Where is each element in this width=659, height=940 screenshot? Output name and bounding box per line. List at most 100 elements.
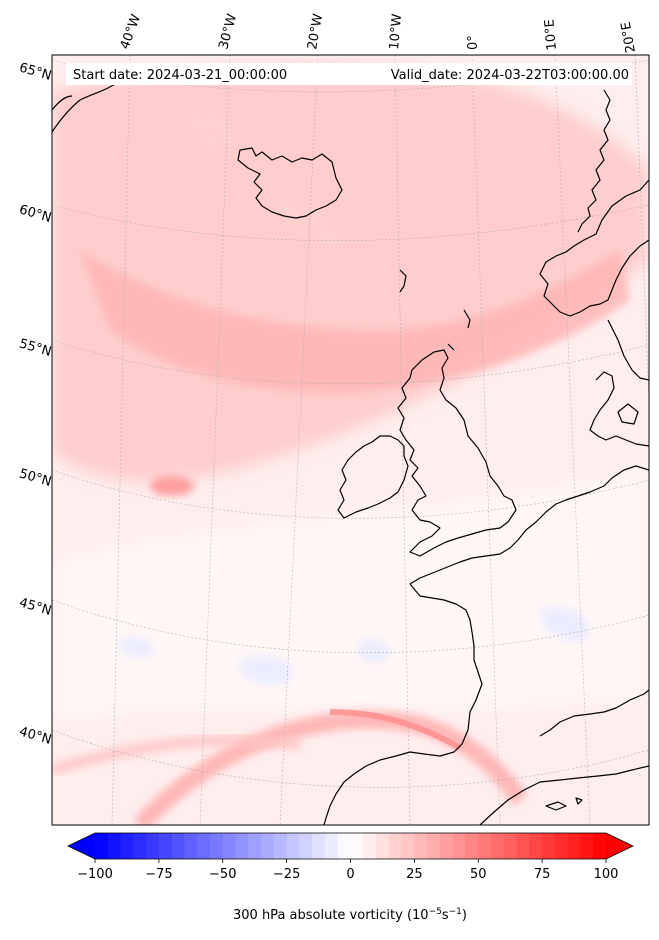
lon-label: 0° <box>466 35 481 50</box>
colorbar-label: 300 hPa absolute vorticity (10−5s−1) <box>233 907 467 923</box>
colorbar-cell <box>299 833 313 859</box>
valid-date-label: Valid_date: 2024-03-22T03:00:00.00 <box>391 68 629 83</box>
faroe-islands <box>399 269 407 293</box>
colorbar-cell <box>312 833 326 859</box>
colorbar-tick-label: −100 <box>77 867 113 882</box>
colorbar-cell <box>503 833 518 859</box>
colorbar-cell <box>197 833 211 859</box>
lat-label: 50°N <box>17 466 53 489</box>
blue-patches <box>119 607 589 685</box>
colorbar-cell <box>580 833 594 859</box>
lat-label: 40°N <box>17 724 53 747</box>
denmark-coast <box>589 371 649 447</box>
north-atlantic-trough <box>52 66 649 482</box>
lat-label: 60°N <box>17 202 53 225</box>
colorbar-cell <box>158 833 173 859</box>
latitude-labels: 65°N 60°N 55°N 50°N 45°N 40°N <box>17 60 53 747</box>
subtropical-ridge <box>52 470 649 720</box>
colorbar-cell <box>107 833 122 859</box>
jet-band <box>80 250 630 393</box>
colorbar-cell <box>222 833 237 859</box>
norway-coast <box>539 89 649 317</box>
lon-label: 20°W <box>305 13 326 51</box>
colorbar-ticks: −100 −75 −50 −25 0 25 50 75 100 <box>77 859 618 882</box>
colorbar-cell <box>554 833 569 859</box>
colorbar-cell <box>427 833 441 859</box>
header-boxes: Start date: 2024-03-21_00:00:00 Valid_da… <box>66 63 632 85</box>
colorbar-cell <box>478 833 492 859</box>
colorbar-cell <box>120 833 134 859</box>
colorbar-tick-label: −75 <box>145 867 172 882</box>
colorbar-tick-label: 25 <box>406 867 423 882</box>
colorbar: −100 −75 −50 −25 0 25 50 75 100 300 hPa absolute… <box>67 832 634 923</box>
balearic-islands <box>545 797 583 811</box>
colorbar-cell <box>273 833 288 859</box>
mediterranean-coast <box>539 689 649 737</box>
colorbar-cell <box>465 833 479 859</box>
southern-band-2 <box>52 734 301 776</box>
sweden-coast <box>607 319 649 381</box>
lon-label: 30°W <box>216 12 240 51</box>
map-frame <box>51 54 650 826</box>
shetland-orkney <box>447 309 471 351</box>
lon-label: 10°W <box>387 13 405 50</box>
colorbar-cell <box>337 833 352 859</box>
start-date-label: Start date: 2024-03-21_00:00:00 <box>73 68 287 83</box>
colorbar-cell <box>593 833 607 859</box>
colorbar-cell <box>171 833 186 859</box>
longitude-labels: 40°W 30°W 20°W 10°W 0° 10°E 20°E <box>118 12 639 54</box>
ireland-coast <box>337 435 409 519</box>
great-britain-coast <box>397 349 517 557</box>
colorbar-cell <box>491 833 505 859</box>
colorbar-cell <box>516 833 530 859</box>
lon-label: 20°E <box>619 21 639 54</box>
colorbar-cell <box>414 833 428 859</box>
lat-label: 55°N <box>17 336 53 359</box>
colorbar-cell <box>184 833 198 859</box>
lat-label: 45°N <box>17 595 53 618</box>
colorbar-cell <box>542 833 556 859</box>
colorbar-tick-label: 0 <box>346 867 354 882</box>
colorbar-cell <box>376 833 390 859</box>
colorbar-cell <box>350 833 364 859</box>
iceland-coast <box>237 147 343 219</box>
colorbar-extend-high <box>606 833 633 859</box>
colorbar-tick-label: 75 <box>534 867 551 882</box>
colorbar-cell <box>363 833 377 859</box>
colorbar-cell <box>133 833 147 859</box>
lon-label: 40°W <box>118 12 144 51</box>
colorbar-cell <box>567 833 582 859</box>
colorbar-cell <box>452 833 467 859</box>
colorbar-cell <box>261 833 275 859</box>
lon-label: 10°E <box>542 19 560 51</box>
colorbar-extend-low <box>68 833 95 859</box>
colorbar-cell <box>286 833 301 859</box>
colorbar-cells <box>68 833 633 859</box>
graticule <box>52 55 649 825</box>
coastlines <box>52 69 649 825</box>
colorbar-tick-label: 100 <box>594 867 619 882</box>
colorbar-cell <box>388 833 403 859</box>
north-sea-mainland-coast <box>409 465 649 585</box>
lat-label: 65°N <box>17 60 53 83</box>
iberia-coast <box>323 683 483 825</box>
colorbar-tick-label: −25 <box>273 867 300 882</box>
streaks-iceland <box>187 103 338 247</box>
vorticity-field <box>52 66 649 825</box>
colorbar-cell <box>401 833 415 859</box>
colorbar-cell <box>529 833 543 859</box>
colorbar-cell <box>324 833 339 859</box>
vorticity-max-west <box>150 476 194 496</box>
colorbar-tick-label: −50 <box>209 867 236 882</box>
north-africa-coast <box>479 765 649 825</box>
colorbar-cell <box>146 833 160 859</box>
colorbar-cell <box>209 833 224 859</box>
colorbar-cell <box>439 833 454 859</box>
colorbar-cell <box>95 833 109 859</box>
map-panel: Start date: 2024-03-21_00:00:00 Valid_da… <box>52 55 649 825</box>
brittany-coast <box>409 583 483 685</box>
southern-arc-core <box>329 709 462 751</box>
colorbar-tick-label: 50 <box>470 867 487 882</box>
